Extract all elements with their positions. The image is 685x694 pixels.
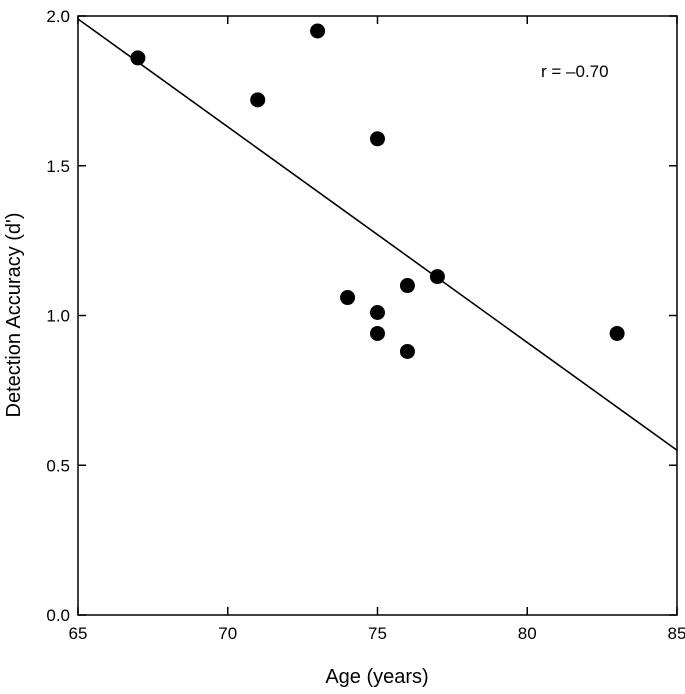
data-point bbox=[399, 278, 415, 294]
y-tick-label: 0.5 bbox=[46, 456, 70, 475]
x-tick-label: 80 bbox=[518, 624, 537, 643]
data-point bbox=[340, 290, 356, 306]
y-tick-label: 1.5 bbox=[46, 157, 70, 176]
x-axis-title: Age (years) bbox=[325, 666, 428, 688]
y-tick-label: 1.0 bbox=[46, 307, 70, 326]
data-point bbox=[370, 131, 385, 147]
data-point bbox=[250, 92, 266, 108]
data-point bbox=[609, 325, 625, 341]
data-point bbox=[370, 305, 385, 321]
x-tick-label: 70 bbox=[218, 624, 237, 643]
x-tick-label: 65 bbox=[69, 624, 88, 643]
regression-line bbox=[77, 18, 678, 451]
y-tick-label: 2.0 bbox=[46, 7, 70, 26]
data-points bbox=[130, 23, 625, 359]
y-axis-title: Detection Accuracy (d') bbox=[3, 212, 25, 417]
correlation-annotation: r = –0.70 bbox=[541, 62, 609, 81]
data-point bbox=[429, 269, 445, 285]
x-tick-label: 85 bbox=[668, 624, 685, 643]
data-point bbox=[370, 325, 385, 341]
x-tick-label: 75 bbox=[368, 624, 387, 643]
y-tick-label: 0.0 bbox=[46, 606, 70, 625]
data-point bbox=[399, 343, 415, 359]
data-point bbox=[130, 50, 146, 66]
axis-ticks: 65 70 75 80 85 0.0 0.5 1.0 1.5 2.0 bbox=[46, 7, 685, 643]
data-point bbox=[310, 23, 326, 39]
